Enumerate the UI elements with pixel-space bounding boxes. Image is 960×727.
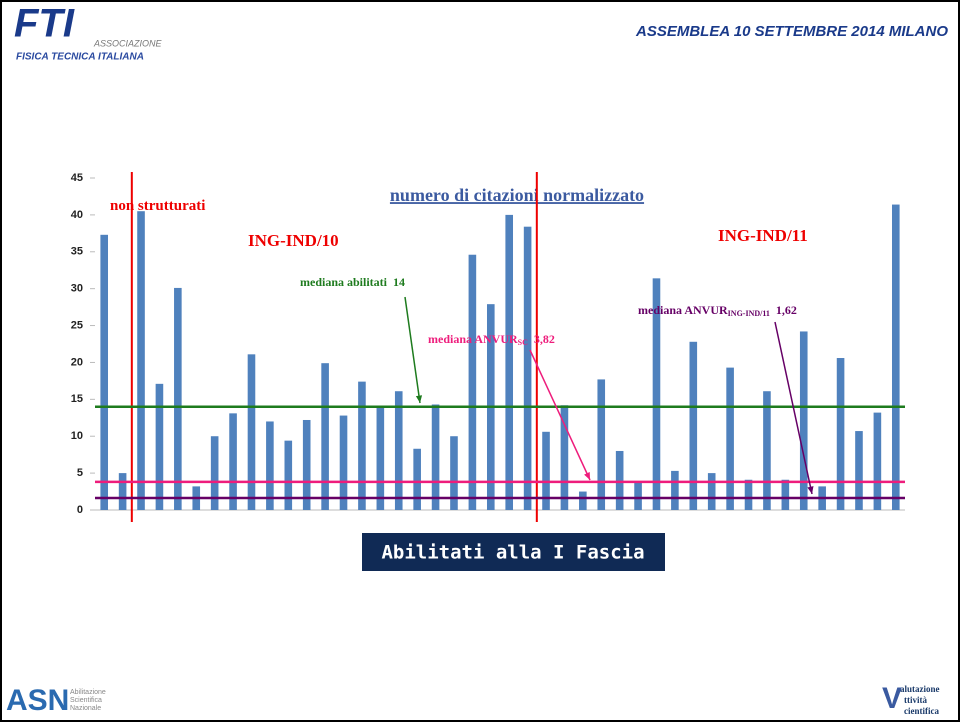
bar xyxy=(597,379,606,510)
bar xyxy=(873,412,882,510)
vas-logo: V xyxy=(882,682,902,715)
chart-title: numero di citazioni normalizzato xyxy=(390,185,644,205)
arrow-head xyxy=(584,472,590,480)
banner: Abilitati alla I Fascia xyxy=(381,542,644,564)
bar xyxy=(394,391,403,510)
bar xyxy=(358,381,366,510)
median-name: mediana ANVUR xyxy=(428,332,518,346)
bar xyxy=(634,482,642,510)
y-tick-label: 25 xyxy=(71,319,83,331)
annotation: non strutturati xyxy=(110,198,205,214)
asn-line: Scientifica xyxy=(70,697,102,704)
y-tick-label: 35 xyxy=(71,246,83,258)
median-name: mediana abilitati xyxy=(300,275,388,289)
bar xyxy=(560,405,569,510)
bar xyxy=(671,470,679,510)
bar xyxy=(284,440,293,510)
median-value: 1,62 xyxy=(776,303,797,317)
vas-line: cientifica xyxy=(904,706,939,716)
median-name: mediana ANVUR xyxy=(638,303,728,317)
asn-logo: ASN xyxy=(6,684,69,717)
bar xyxy=(763,391,771,510)
bar xyxy=(247,354,256,510)
annotation-text: non strutturati xyxy=(110,198,205,214)
bar xyxy=(836,358,845,510)
median-value: 14 xyxy=(393,275,405,289)
vas-line: ttività xyxy=(904,695,927,705)
bar xyxy=(376,406,385,510)
bar xyxy=(726,367,734,510)
bar xyxy=(174,287,182,510)
event-title: ASSEMBLEA 10 SETTEMBRE 2014 MILANO xyxy=(635,23,948,40)
median-sub: ING-IND/11 xyxy=(728,309,770,318)
y-tick-label: 45 xyxy=(71,172,83,184)
bar xyxy=(689,341,698,510)
y-tick-label: 15 xyxy=(71,393,83,405)
arrow xyxy=(774,321,813,495)
median-label: mediana abilitati 14 xyxy=(300,275,405,289)
asn-line: Abilitazione xyxy=(70,689,106,696)
bar xyxy=(468,254,477,510)
bar xyxy=(118,473,127,510)
bar xyxy=(431,404,440,510)
annotation: ING-IND/11 xyxy=(718,226,808,245)
bar xyxy=(339,415,348,510)
bar xyxy=(799,331,808,510)
bar xyxy=(302,419,311,510)
bar xyxy=(744,479,753,510)
bar xyxy=(891,204,900,510)
y-tick-label: 30 xyxy=(71,283,83,295)
asn-line: Nazionale xyxy=(70,705,101,712)
bar xyxy=(137,211,145,510)
arrow-head xyxy=(415,395,423,403)
asn-text: Abilitazione Scientifica Nazionale xyxy=(70,689,108,712)
y-tick-label: 20 xyxy=(71,356,83,368)
bar xyxy=(266,421,274,510)
median-value: 3,82 xyxy=(534,332,555,346)
bar xyxy=(707,473,716,510)
bar xyxy=(523,226,532,510)
vas-text: alutazione ttività cientifica xyxy=(900,684,942,716)
banner-box xyxy=(362,533,665,571)
arrow-head xyxy=(807,486,814,494)
bar xyxy=(505,214,514,510)
bar xyxy=(413,448,421,510)
bar xyxy=(229,413,237,510)
annotation: ING-IND/10 xyxy=(248,231,339,250)
bar xyxy=(652,278,661,510)
vas-line: alutazione xyxy=(900,684,940,694)
y-tick-label: 40 xyxy=(71,209,83,221)
median-label: mediana ANVURING-IND/11 1,62 xyxy=(638,303,797,318)
org-bottom: FISICA TECNICA ITALIANA xyxy=(16,52,144,63)
bar xyxy=(210,436,219,510)
bar xyxy=(781,479,790,510)
bar xyxy=(855,431,863,510)
bar xyxy=(100,234,109,510)
bar xyxy=(321,363,329,510)
median-label: mediana ANVURSC 3,82 xyxy=(428,332,555,347)
bar xyxy=(450,436,458,510)
median-sub: SC xyxy=(518,338,528,347)
bar xyxy=(615,450,624,510)
y-tick-label: 0 xyxy=(77,504,83,516)
arrow xyxy=(404,296,421,404)
bar xyxy=(542,431,550,510)
org-top: ASSOCIAZIONE xyxy=(93,38,163,48)
bar xyxy=(579,491,587,510)
logo: FTI xyxy=(14,2,75,46)
arrow xyxy=(529,349,591,481)
y-tick-label: 5 xyxy=(77,467,83,479)
bar xyxy=(155,383,164,510)
y-tick-label: 10 xyxy=(71,430,83,442)
